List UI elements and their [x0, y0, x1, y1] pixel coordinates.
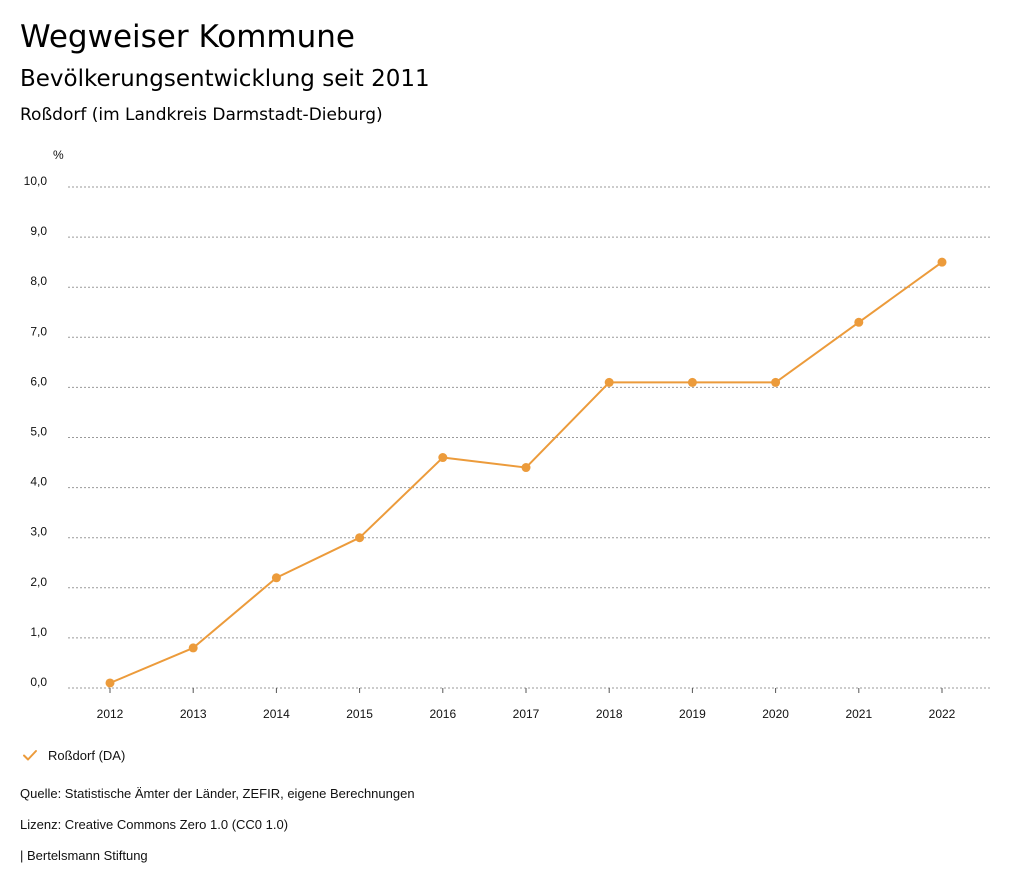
publisher-note: | Bertelsmann Stiftung — [20, 848, 148, 863]
data-point[interactable] — [604, 377, 614, 387]
y-tick-label: 8,0 — [30, 274, 47, 288]
data-point[interactable] — [105, 678, 115, 688]
data-point[interactable] — [854, 317, 864, 327]
y-tick-label: 1,0 — [30, 625, 47, 639]
x-tick-label: 2019 — [679, 707, 706, 721]
series — [105, 257, 947, 688]
y-tick-label: 0,0 — [30, 675, 47, 689]
data-point[interactable] — [937, 257, 947, 267]
y-tick-label: 3,0 — [30, 525, 47, 539]
y-tick-label: 5,0 — [30, 425, 47, 439]
axes: % 0,0 1,0 2,0 3,0 4,0 5,0 6,0 7,0 8,0 9,0 10,0 2012… — [24, 148, 956, 721]
y-tick-label: 10,0 — [24, 174, 48, 188]
x-tick-label: 2020 — [762, 707, 789, 721]
x-tick-label: 2022 — [929, 707, 956, 721]
source-note: Quelle: Statistische Ämter der Länder, Z… — [20, 786, 415, 801]
line-chart: % 0,0 1,0 2,0 3,0 4,0 5,0 6,0 7,0 8,0 9,0 10,0 2012… — [24, 148, 990, 721]
x-tick-label: 2012 — [97, 707, 124, 721]
check-icon — [23, 750, 37, 761]
x-tick-label: 2013 — [180, 707, 207, 721]
series-line — [109, 261, 943, 684]
data-point[interactable] — [271, 573, 281, 583]
y-tick-label: 4,0 — [30, 475, 47, 489]
y-tick-label: 2,0 — [30, 575, 47, 589]
region-title: Roßdorf (im Landkreis Darmstadt-Dieburg) — [20, 105, 383, 125]
y-tick-label: 7,0 — [30, 324, 47, 338]
data-point[interactable] — [521, 463, 531, 473]
y-tick-label: 6,0 — [30, 374, 47, 388]
x-tick-label: 2014 — [263, 707, 290, 721]
page-title: Wegweiser Kommune — [20, 19, 355, 55]
license-note: Lizenz: Creative Commons Zero 1.0 (CC0 1… — [20, 817, 289, 832]
y-tick-label: 9,0 — [30, 224, 47, 238]
x-tick-label: 2016 — [429, 707, 456, 721]
data-point[interactable] — [687, 377, 697, 387]
data-point[interactable] — [771, 377, 781, 387]
x-tick-label: 2018 — [596, 707, 623, 721]
data-point[interactable] — [438, 453, 448, 463]
y-axis-unit-label: % — [53, 148, 64, 162]
legend-item[interactable]: Roßdorf (DA) — [22, 745, 125, 765]
data-point[interactable] — [188, 643, 198, 653]
x-tick-label: 2021 — [845, 707, 872, 721]
data-point[interactable] — [355, 533, 365, 543]
legend-label: Roßdorf (DA) — [48, 747, 126, 763]
grid — [68, 186, 990, 689]
chart-subtitle: Bevölkerungsentwicklung seit 2011 — [20, 66, 430, 92]
x-tick-label: 2017 — [513, 707, 540, 721]
x-tick-label: 2015 — [346, 707, 373, 721]
